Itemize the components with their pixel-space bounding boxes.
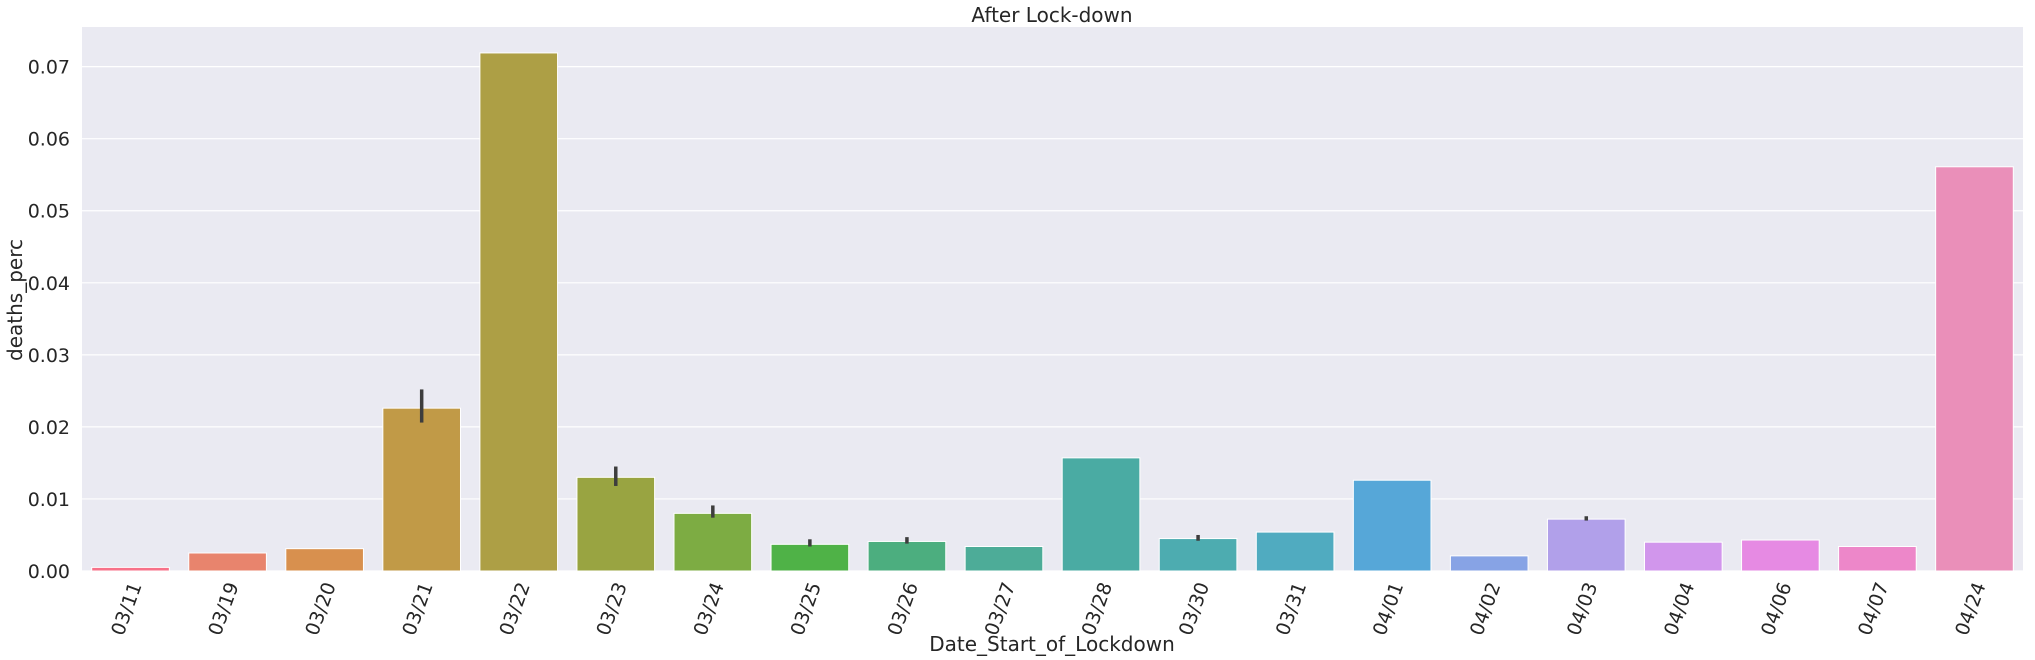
y-tick-label: 0.06 [28, 129, 70, 151]
x-tick-label: 04/01 [1369, 579, 1408, 638]
bar [1644, 541, 1723, 572]
x-tick-label: 03/31 [1272, 579, 1311, 638]
bar [964, 546, 1044, 572]
bar [91, 566, 170, 572]
y-tick-label: 0.00 [28, 561, 70, 583]
bar [1158, 538, 1238, 572]
x-tick-label: 03/11 [107, 579, 146, 638]
x-tick-label: 03/23 [592, 579, 631, 638]
bar [1449, 555, 1529, 572]
error-bars [419, 389, 1589, 547]
x-tick-label: 03/28 [1078, 579, 1117, 638]
chart-title: After Lock-down [971, 3, 1132, 27]
bar [770, 543, 850, 572]
bar [867, 540, 947, 572]
bar [1546, 518, 1626, 572]
x-tick-label: 03/26 [884, 579, 923, 638]
plot-background [82, 27, 2023, 571]
x-tick-label: 03/30 [1175, 579, 1214, 638]
y-tick-label: 0.03 [28, 345, 70, 367]
y-tick-label: 0.04 [28, 273, 70, 295]
bar [188, 552, 267, 572]
bar [479, 52, 559, 572]
x-tick-label: 04/03 [1563, 579, 1602, 638]
bar [1352, 479, 1432, 572]
bar [1838, 546, 1917, 572]
bar [285, 548, 364, 572]
bar [1255, 531, 1335, 572]
y-tick-labels: 0.00 0.01 0.02 0.03 0.04 0.05 0.06 0.07 [28, 57, 70, 583]
x-tick-label: 03/22 [495, 579, 534, 638]
y-tick-label: 0.07 [28, 57, 70, 79]
x-tick-label: 04/02 [1466, 579, 1505, 638]
y-tick-label: 0.01 [28, 489, 70, 511]
x-axis-label: Date_Start_of_Lockdown [929, 632, 1175, 656]
bar [1061, 457, 1141, 572]
x-tick-label: 03/21 [398, 579, 437, 638]
y-tick-label: 0.02 [28, 417, 70, 439]
bar [576, 476, 656, 572]
bar [382, 407, 461, 572]
bar [1935, 166, 2014, 572]
y-axis-label: deaths_perc [3, 239, 27, 361]
y-tick-label: 0.05 [28, 201, 70, 223]
x-tick-label: 03/25 [787, 579, 826, 638]
x-tick-label: 04/07 [1854, 579, 1893, 638]
x-tick-label: 03/27 [981, 579, 1020, 638]
bar [673, 512, 753, 572]
bar [1741, 539, 1820, 572]
x-tick-label: 04/24 [1951, 579, 1990, 638]
bars [91, 52, 2014, 572]
x-tick-label: 04/06 [1757, 579, 1796, 638]
x-tick-label: 03/20 [301, 579, 340, 638]
x-tick-label: 03/19 [204, 579, 243, 638]
x-tick-label: 04/04 [1660, 579, 1699, 638]
x-tick-label: 03/24 [689, 579, 728, 638]
x-tick-labels: 03/11 03/19 03/20 03/21 03/22 03/23 03/24 03/25… [107, 579, 1990, 638]
